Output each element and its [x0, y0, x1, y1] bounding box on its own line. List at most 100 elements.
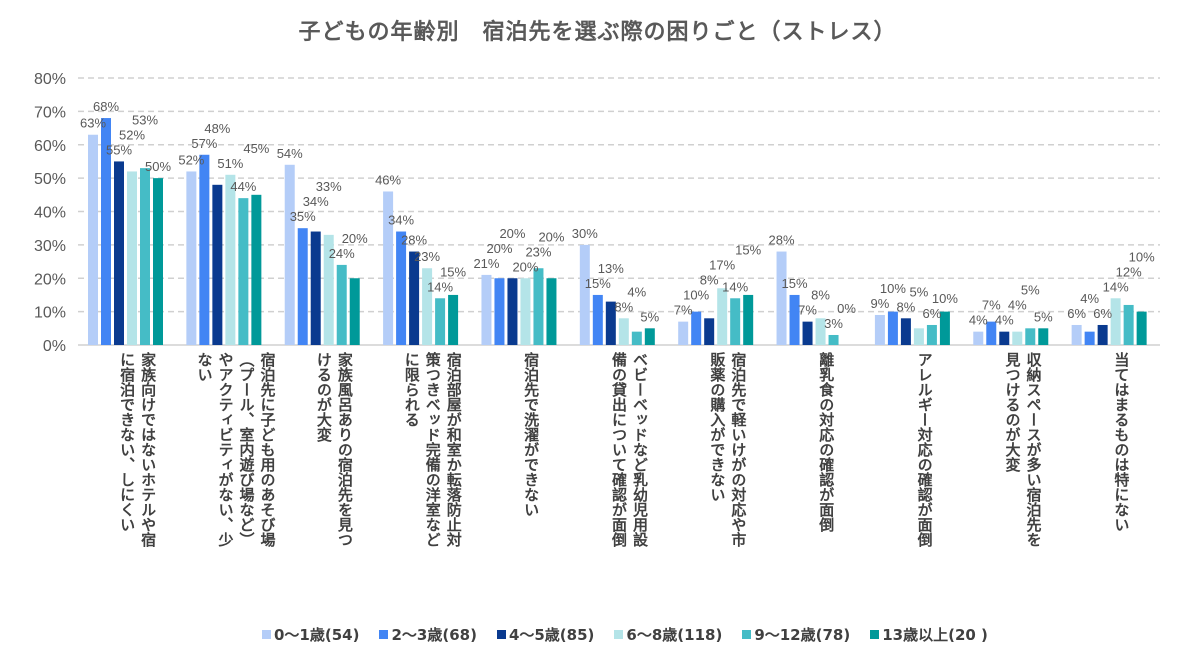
bar	[323, 234, 334, 345]
bar	[186, 171, 197, 345]
data-label: 7%	[674, 303, 693, 318]
bar	[1097, 324, 1108, 345]
data-label: 20%	[342, 231, 368, 246]
data-label: 10%	[683, 288, 709, 303]
bar	[114, 161, 124, 345]
legend-label: 13歳以上(20 )	[882, 626, 988, 644]
category-label: 宿泊先で軽いけがの対応や市 販薬の購入ができない	[706, 352, 748, 547]
bar	[717, 288, 728, 345]
bar	[776, 251, 787, 345]
y-tick-label: 70%	[34, 104, 66, 121]
data-label: 30%	[572, 226, 598, 241]
data-label: 63%	[80, 116, 106, 131]
data-label: 5%	[1021, 283, 1040, 298]
legend-swatch	[870, 630, 880, 639]
category-label-line: 販薬の購入ができない	[708, 352, 727, 502]
data-label: 8%	[614, 299, 633, 314]
bar	[973, 331, 984, 345]
data-label: 33%	[316, 179, 342, 194]
data-label: 9%	[871, 296, 890, 311]
bar	[743, 294, 754, 345]
bar	[802, 321, 813, 345]
legend-label: 9～12歳(78)	[754, 626, 851, 644]
bar	[828, 334, 839, 345]
legend-swatch	[496, 630, 506, 639]
y-tick-label: 60%	[34, 138, 66, 155]
category-label-line: （プール、室内遊び場など）	[237, 352, 256, 547]
data-label: 20%	[538, 229, 564, 244]
bar	[926, 324, 937, 345]
chart-title: 子どもの年齢別 宿泊先を選ぶ際の困りごと（ストレス）	[298, 20, 897, 45]
data-label: 48%	[204, 121, 230, 136]
legend-swatch	[742, 630, 752, 639]
bar	[297, 228, 308, 345]
data-label: 5%	[910, 284, 929, 299]
y-tick-label: 50%	[34, 171, 66, 188]
data-label: 68%	[93, 99, 119, 114]
bar	[507, 278, 518, 345]
bar	[730, 298, 741, 345]
data-label: 4%	[995, 313, 1014, 328]
data-label: 55%	[106, 142, 132, 157]
bar	[592, 294, 603, 345]
y-tick-label: 80%	[34, 71, 66, 88]
data-label: 13%	[598, 261, 624, 276]
data-label: 0%	[837, 301, 856, 316]
category-label-line: 備の貸出について確認が面倒	[610, 352, 628, 547]
data-label: 52%	[119, 127, 145, 142]
bar	[691, 311, 702, 345]
legend-label: 6～8歳(118)	[626, 626, 723, 644]
bar	[900, 318, 911, 345]
data-label: 20%	[486, 241, 512, 256]
bar	[815, 318, 826, 345]
data-label: 3%	[824, 316, 843, 331]
bar	[1025, 328, 1036, 345]
category-label-line: アレルギー対応の確認が面倒	[915, 352, 934, 547]
bar	[310, 231, 321, 345]
category-label-line: 収納スペースが多い宿泊先を	[1024, 352, 1043, 547]
data-label: 14%	[722, 279, 748, 294]
bar	[140, 168, 150, 345]
bar	[409, 251, 420, 345]
bar	[212, 184, 223, 345]
data-label: 8%	[811, 288, 830, 303]
data-label: 53%	[132, 112, 158, 127]
category-label: 宿泊先に子ども用のあそび場 （プール、室内遊び場など） やアクティビティがない、少な…	[194, 352, 278, 547]
category-label-line: やアクティビティがない、少	[216, 352, 235, 547]
bar	[1123, 304, 1134, 345]
category-label-line: ベビーベッドなど乳幼児用設	[631, 352, 649, 547]
category-label: 家族向けではないホテルや宿 に宿泊できない、しにくい	[116, 352, 158, 547]
data-label: 15%	[782, 276, 808, 291]
bar	[1012, 331, 1023, 345]
legend-item: 0～1歳(54)	[262, 624, 359, 645]
bar	[579, 244, 590, 345]
bar	[939, 311, 950, 345]
data-label: 14%	[427, 279, 453, 294]
bar	[225, 174, 236, 345]
bar	[913, 328, 924, 345]
data-label: 51%	[217, 156, 243, 171]
bar	[127, 171, 137, 345]
category-label-line: に宿泊できない、しにくい	[118, 352, 137, 532]
bar	[494, 278, 505, 345]
category-label: 離乳食の対応の確認が面倒	[815, 352, 836, 532]
data-label: 4%	[627, 284, 646, 299]
data-label: 20%	[512, 259, 538, 274]
data-label: 21%	[473, 256, 499, 271]
bar	[874, 314, 885, 345]
legend-label: 4～5歳(85)	[508, 626, 595, 644]
bar	[481, 274, 492, 345]
data-label: 17%	[709, 258, 735, 273]
data-label: 44%	[230, 179, 256, 194]
data-label: 4%	[1008, 298, 1027, 313]
legend-label: 2～3歳(68)	[391, 626, 477, 644]
data-label: 10%	[932, 291, 958, 306]
y-tick-label: 30%	[34, 238, 66, 255]
category-label-line: ない	[195, 352, 214, 382]
bar	[199, 154, 210, 345]
data-label: 34%	[388, 213, 414, 228]
data-label: 15%	[735, 243, 761, 258]
bar	[605, 301, 616, 345]
bar	[618, 318, 629, 345]
data-label: 45%	[243, 141, 269, 156]
